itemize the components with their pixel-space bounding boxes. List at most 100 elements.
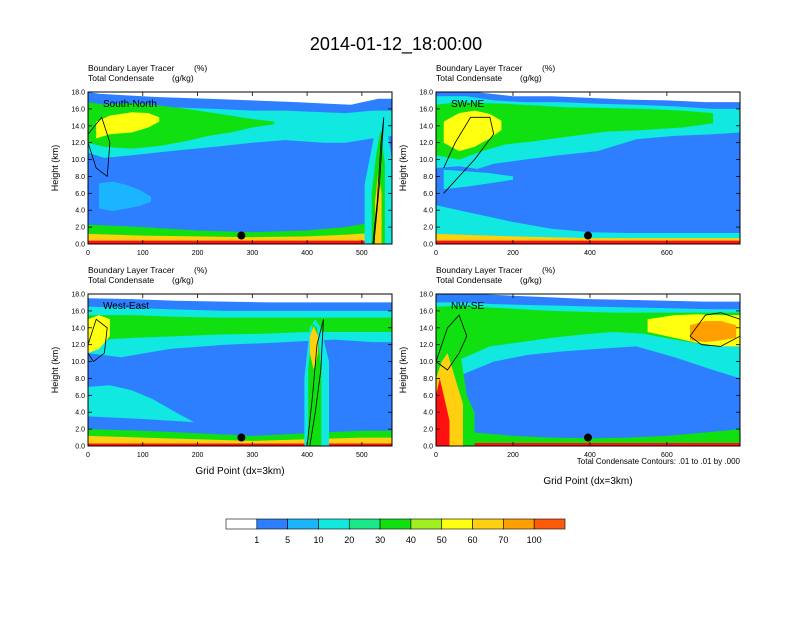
tracer-band-7 [436, 205, 740, 244]
cross-section-label: NW-SE [451, 301, 484, 312]
colorbar-swatch-2 [287, 518, 319, 530]
plot-frame [87, 91, 393, 245]
subtitle-tracer-unit: (%) [542, 63, 555, 73]
panel-p3: 0 100 200 300 400 500 0.0 2.0 4.0 6.0 8.0 10.0 12.0 1… [50, 265, 393, 477]
colorbar-swatch-10 [533, 518, 566, 530]
field-layers [436, 294, 740, 446]
x-tick-label: 500 [356, 452, 368, 459]
y-tick-label: 14.0 [71, 325, 85, 332]
x-tick-label: 0 [434, 452, 438, 459]
colorbar-label: 10 [313, 535, 323, 545]
y-tick-label: 4.0 [423, 410, 433, 417]
x-tick-label: 100 [137, 452, 149, 459]
subtitle-condensate: Total Condensate [436, 275, 502, 285]
condensate-contour-1 [88, 318, 108, 363]
y-tick-label: 16.0 [419, 106, 433, 113]
colorbar-swatch-6 [410, 518, 443, 530]
y-tick-label: 2.0 [75, 225, 85, 232]
x-tick-label: 200 [192, 250, 204, 257]
y-tick-label: 12.0 [71, 140, 85, 147]
colorbar-swatch-3 [318, 518, 350, 530]
tracer-band-12 [375, 172, 382, 244]
colorbar-label: 50 [437, 535, 447, 545]
colorbar-swatch-9 [503, 518, 535, 530]
tracer-band-3 [96, 112, 160, 139]
x-tick-label: 0 [86, 250, 90, 257]
tracer-band-5 [99, 181, 151, 212]
colorbar-swatch-1 [256, 518, 288, 530]
y-axis-label: Height (km) [50, 347, 60, 394]
x-tick-label: 400 [584, 452, 596, 459]
y-tick-label: 2.0 [75, 427, 85, 434]
panels: 0 100 200 300 400 500 0.0 2.0 4.0 6.0 8.0 10.0 12.0 1… [50, 63, 741, 487]
colorbar-label: 20 [344, 535, 354, 545]
y-axis-label: Height (km) [398, 145, 408, 192]
x-tick-label: 200 [507, 250, 519, 257]
x-axis-label: Grid Point (dx=3km) [543, 476, 632, 487]
x-tick-label: 400 [584, 250, 596, 257]
x-tick-label: 0 [86, 452, 90, 459]
subtitle-tracer-unit: (%) [194, 63, 207, 73]
tracer-band-9 [436, 240, 740, 244]
subtitle-tracer: Boundary Layer Tracer [436, 265, 523, 275]
x-tick-label: 500 [356, 250, 368, 257]
plot-frame [435, 91, 741, 245]
y-tick-label: 2.0 [423, 225, 433, 232]
cross-section-label: South-North [103, 99, 157, 110]
colorbar-label: 100 [527, 535, 542, 545]
x-tick-label: 300 [246, 452, 258, 459]
y-tick-label: 6.0 [75, 191, 85, 198]
colorbar-swatch-0 [225, 518, 258, 530]
y-tick-label: 0.0 [75, 444, 85, 451]
plot-frame [435, 293, 741, 447]
colorbar-label: 1 [254, 535, 259, 545]
y-tick-label: 8.0 [75, 376, 85, 383]
y-tick-label: 14.0 [71, 123, 85, 130]
subtitle-condensate-unit: (g/kg) [520, 275, 542, 285]
x-tick-label: 400 [301, 452, 313, 459]
location-marker [237, 231, 246, 240]
colorbar-label: 60 [468, 535, 478, 545]
tracer-band-4 [690, 321, 737, 343]
location-marker [584, 433, 592, 442]
y-tick-label: 18.0 [71, 292, 85, 299]
y-tick-label: 12.0 [419, 342, 433, 349]
y-tick-label: 10.0 [419, 359, 433, 366]
x-tick-label: 200 [192, 452, 204, 459]
subtitle-tracer: Boundary Layer Tracer [88, 63, 175, 73]
subtitle-condensate: Total Condensate [436, 73, 502, 83]
plot-frame [87, 293, 393, 447]
y-tick-label: 4.0 [423, 208, 433, 215]
tracer-band-9 [88, 240, 392, 244]
y-tick-label: 4.0 [75, 410, 85, 417]
colorbar-label: 5 [285, 535, 290, 545]
y-tick-label: 0.0 [423, 444, 433, 451]
x-tick-label: 600 [661, 452, 673, 459]
subtitle-condensate: Total Condensate [88, 275, 154, 285]
cross-section-label: SW-NE [451, 99, 484, 110]
y-tick-label: 18.0 [419, 292, 433, 299]
x-axis-label: Grid Point (dx=3km) [195, 466, 284, 477]
cross-section-label: West-East [103, 301, 149, 312]
y-tick-label: 8.0 [423, 376, 433, 383]
condensate-contour-0 [88, 116, 111, 178]
colorbar-label: 30 [375, 535, 385, 545]
condensate-contour-0 [689, 312, 740, 347]
y-tick-label: 10.0 [419, 157, 433, 164]
y-tick-label: 0.0 [75, 242, 85, 249]
figure-title: 2014-01-12_18:00:00 [310, 34, 482, 55]
subtitle-condensate-unit: (g/kg) [172, 275, 194, 285]
y-tick-label: 6.0 [423, 191, 433, 198]
subtitle-condensate-unit: (g/kg) [172, 73, 194, 83]
y-tick-label: 12.0 [419, 140, 433, 147]
y-tick-label: 14.0 [419, 325, 433, 332]
tracer-band-2 [436, 102, 714, 160]
subtitle-tracer: Boundary Layer Tracer [88, 265, 175, 275]
field-layers [436, 92, 740, 244]
colorbar-swatch-5 [379, 518, 412, 530]
y-tick-label: 12.0 [71, 342, 85, 349]
subtitle-tracer-unit: (%) [542, 265, 555, 275]
x-tick-label: 200 [507, 452, 519, 459]
contour-footnote: Total Condensate Contours: .01 to .01 by… [577, 457, 741, 466]
